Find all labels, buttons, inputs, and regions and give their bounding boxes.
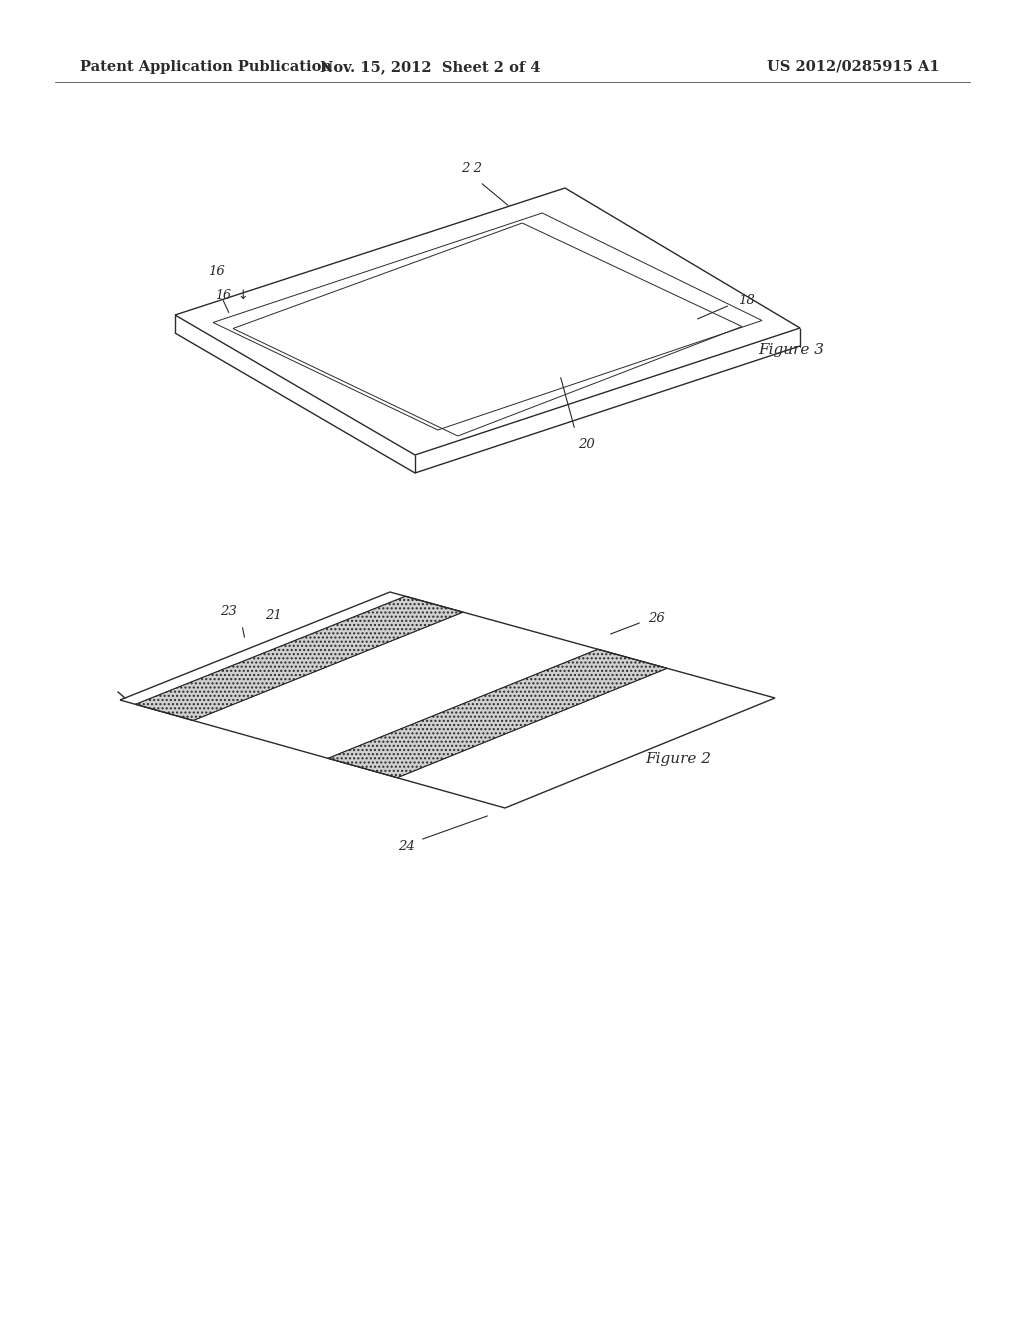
Polygon shape <box>328 649 668 777</box>
Text: 23: 23 <box>220 605 237 618</box>
Text: Nov. 15, 2012  Sheet 2 of 4: Nov. 15, 2012 Sheet 2 of 4 <box>319 59 541 74</box>
Text: 2 2: 2 2 <box>462 162 482 176</box>
Text: Figure 2: Figure 2 <box>645 752 711 766</box>
Polygon shape <box>135 597 463 721</box>
Text: US 2012/0285915 A1: US 2012/0285915 A1 <box>767 59 940 74</box>
Text: Patent Application Publication: Patent Application Publication <box>80 59 332 74</box>
Text: 26: 26 <box>648 611 665 624</box>
Text: Figure 3: Figure 3 <box>758 343 823 356</box>
Text: 18: 18 <box>738 293 755 306</box>
Text: 20: 20 <box>578 438 595 451</box>
Text: 21: 21 <box>265 609 282 622</box>
Text: 16: 16 <box>208 265 224 279</box>
Text: 24: 24 <box>398 840 415 853</box>
Text: 16 $\downarrow$: 16 $\downarrow$ <box>215 288 247 302</box>
